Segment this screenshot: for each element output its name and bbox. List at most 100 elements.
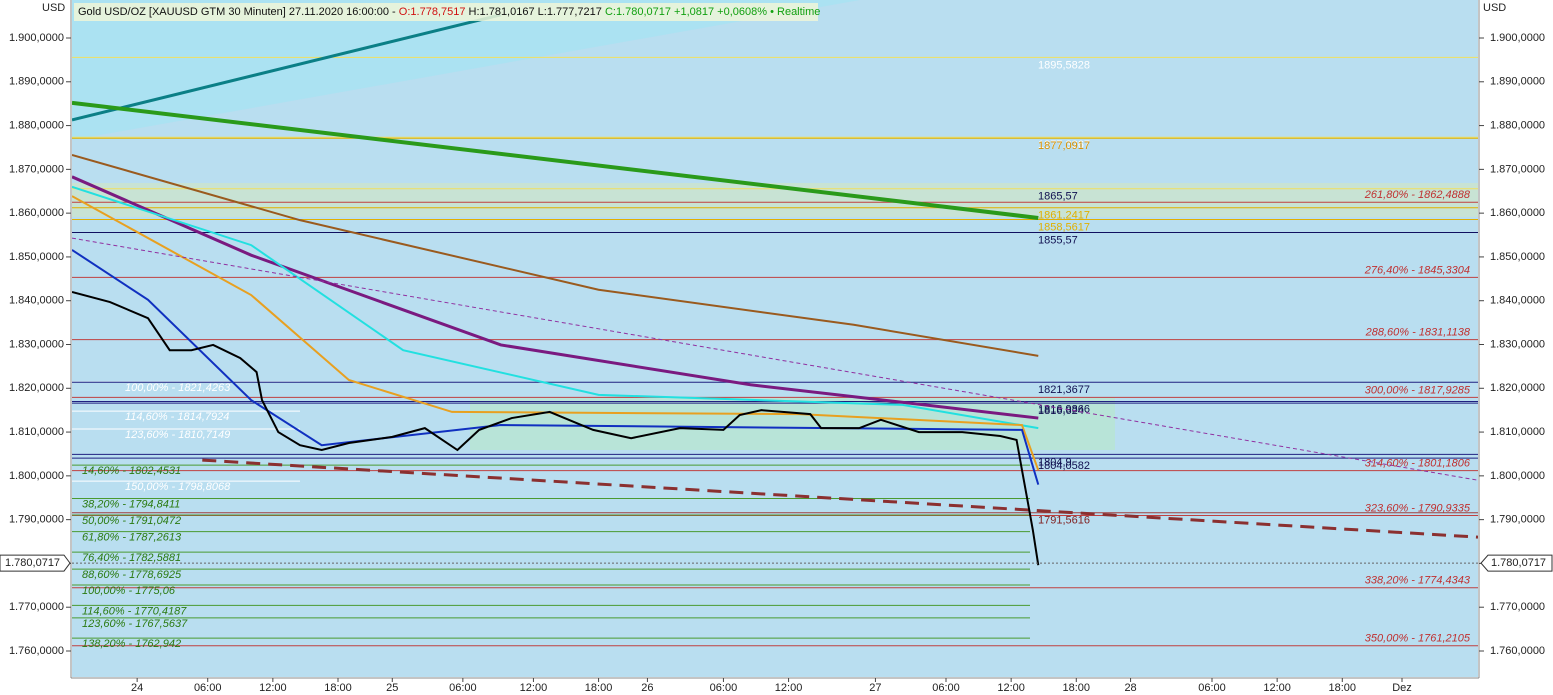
y-tick-label: 1.870,0000 [1490,163,1545,175]
y-tick-label: 1.900,0000 [9,32,64,44]
x-tick-label: Dez [1392,682,1412,694]
header: Gold USD/OZ [XAUUSD GTM 30 Minuten] 27.1… [78,6,820,18]
left-axis-panel [0,0,71,695]
x-tick-label: 06:00 [1198,682,1226,694]
y-tick-label: 1.850,0000 [9,251,64,263]
x-tick-label: 06:00 [194,682,222,694]
fib-label: 114,60% - 1814,7924 [125,411,229,423]
x-tick-label: 12:00 [1263,682,1291,694]
right-axis-panel [1479,0,1553,695]
y-tick-label: 1.880,0000 [9,119,64,131]
y-tick-label: 1.840,0000 [9,295,64,307]
lines: 261,80% - 1862,4888 276,40% - 1845,3304 28… [72,13,1478,650]
y-tick-label: 1.800,0000 [9,470,64,482]
price-box [1480,554,1553,572]
y-tick-label: 1.810,0000 [9,426,64,438]
y-tick-label: 1.840,0000 [1490,295,1545,307]
price-line [72,249,1040,485]
price-line [72,100,1039,220]
x-tick-label: 18:00 [1063,682,1091,694]
fib-label: 300,00% - 1817,9285 [1365,384,1471,396]
y-tick-label: 1.830,0000 [9,338,64,350]
x-tick-label: 26 [641,682,653,694]
x-tick-label: 25 [386,682,398,694]
fib-label: 314,60% - 1801,1806 [1365,458,1471,470]
y-tick-label: 1.770,0000 [9,601,64,613]
fib-label: 123,60% - 1767,5637 [82,618,188,630]
level-label: 1816,9866 [1038,403,1090,415]
fib-label: 288,60% - 1831,1138 [1365,327,1471,339]
level-label: 1877,0917 [1038,140,1090,152]
channel-shade [72,0,860,140]
x-tick-label: 18:00 [585,682,613,694]
price-line [72,195,1040,471]
y-tick-label: 1.830,0000 [1490,338,1545,350]
level-label: 1816,624 [1038,405,1084,417]
level-label: 1791,5616 [1038,515,1090,527]
fib-label: 61,80% - 1787,2613 [82,532,182,544]
y-tick-label: 1.820,0000 [9,382,64,394]
fib-label: 50,00% - 1791,0472 [82,515,181,527]
header-close: C:1.780,0717 +1,0817 +0,0608% [605,6,767,18]
x-tick-label: 12:00 [520,682,548,694]
header-background [74,3,818,21]
fib-label: 123,60% - 1810,7149 [125,429,230,441]
level-label: 1855,57 [1038,234,1078,246]
price-line [72,13,502,122]
y-tick-label: 1.820,0000 [1490,382,1545,394]
y-tick-label: 1.860,0000 [1490,207,1545,219]
level-label: 1877,3267 [1038,139,1090,151]
level-label: 1858,5617 [1038,221,1090,233]
current-price-label: 1.780,0717 [5,557,60,569]
fib-label: 350,00% - 1761,2105 [1365,633,1471,645]
level-label: 1804,0582 [1038,460,1090,472]
y-tick-label: 1.850,0000 [1490,251,1545,263]
fib-label: 114,60% - 1770,4187 [82,605,187,617]
fib-label: 138,20% - 1762,942 [82,638,181,650]
price-line [72,153,1039,357]
x-tick-label: 06:00 [932,682,960,694]
price-box [0,554,71,572]
y-tick-label: 1.900,0000 [1490,32,1545,44]
fib-label: 88,60% - 1778,6925 [82,569,182,581]
x-tick-label: 27 [869,682,881,694]
fib-label: 100,00% - 1775,06 [82,585,176,597]
y-tick-label: 1.800,0000 [1490,470,1545,482]
fib-label: 261,80% - 1862,4888 [1364,189,1471,201]
price-line [202,458,1478,539]
level-label: 1861,2417 [1038,210,1090,222]
y-tick-label: 1.880,0000 [1490,119,1545,131]
y-tick-label: 1.770,0000 [1490,601,1545,613]
x-tick-label: 12:00 [775,682,803,694]
y-tick-label: 1.790,0000 [1490,514,1545,526]
y-tick-label: 1.760,0000 [9,645,64,657]
x-tick-label: 24 [131,682,143,694]
level-label: 1895,5828 [1038,59,1090,71]
fib-label: 100,00% - 1821,4263 [125,382,231,394]
fib-label: 323,60% - 1790,9335 [1365,502,1471,514]
y-tick-label: 1.890,0000 [9,76,64,88]
x-tick-label: 18:00 [324,682,352,694]
x-tick-label: 28 [1124,682,1136,694]
x-tick-label: 06:00 [710,682,738,694]
x-tick-label: 12:00 [997,682,1025,694]
price-line [72,290,1040,566]
level-label: 1804,9 [1038,456,1072,468]
fib-label: 38,20% - 1794,8411 [82,498,180,510]
level-label: 1821,3677 [1038,384,1090,396]
current-price-label: 1.780,0717 [1491,557,1546,569]
x-tick-label: 06:00 [449,682,477,694]
y-tick-label: 1.890,0000 [1490,76,1545,88]
y-tick-label: 1.790,0000 [9,514,64,526]
header-status: • Realtime [770,6,820,18]
level-label: 1865,57 [1038,191,1078,203]
y-tick-label: 1.760,0000 [1490,645,1545,657]
bottom-axis-panel [0,678,1553,695]
price-line [72,185,1039,430]
plot-background [72,0,1478,677]
y-axis-label: USD [42,2,65,14]
fib-label: 150,00% - 1798,8068 [125,481,231,493]
fib-label: 14,60% - 1802,4531 [82,465,181,477]
